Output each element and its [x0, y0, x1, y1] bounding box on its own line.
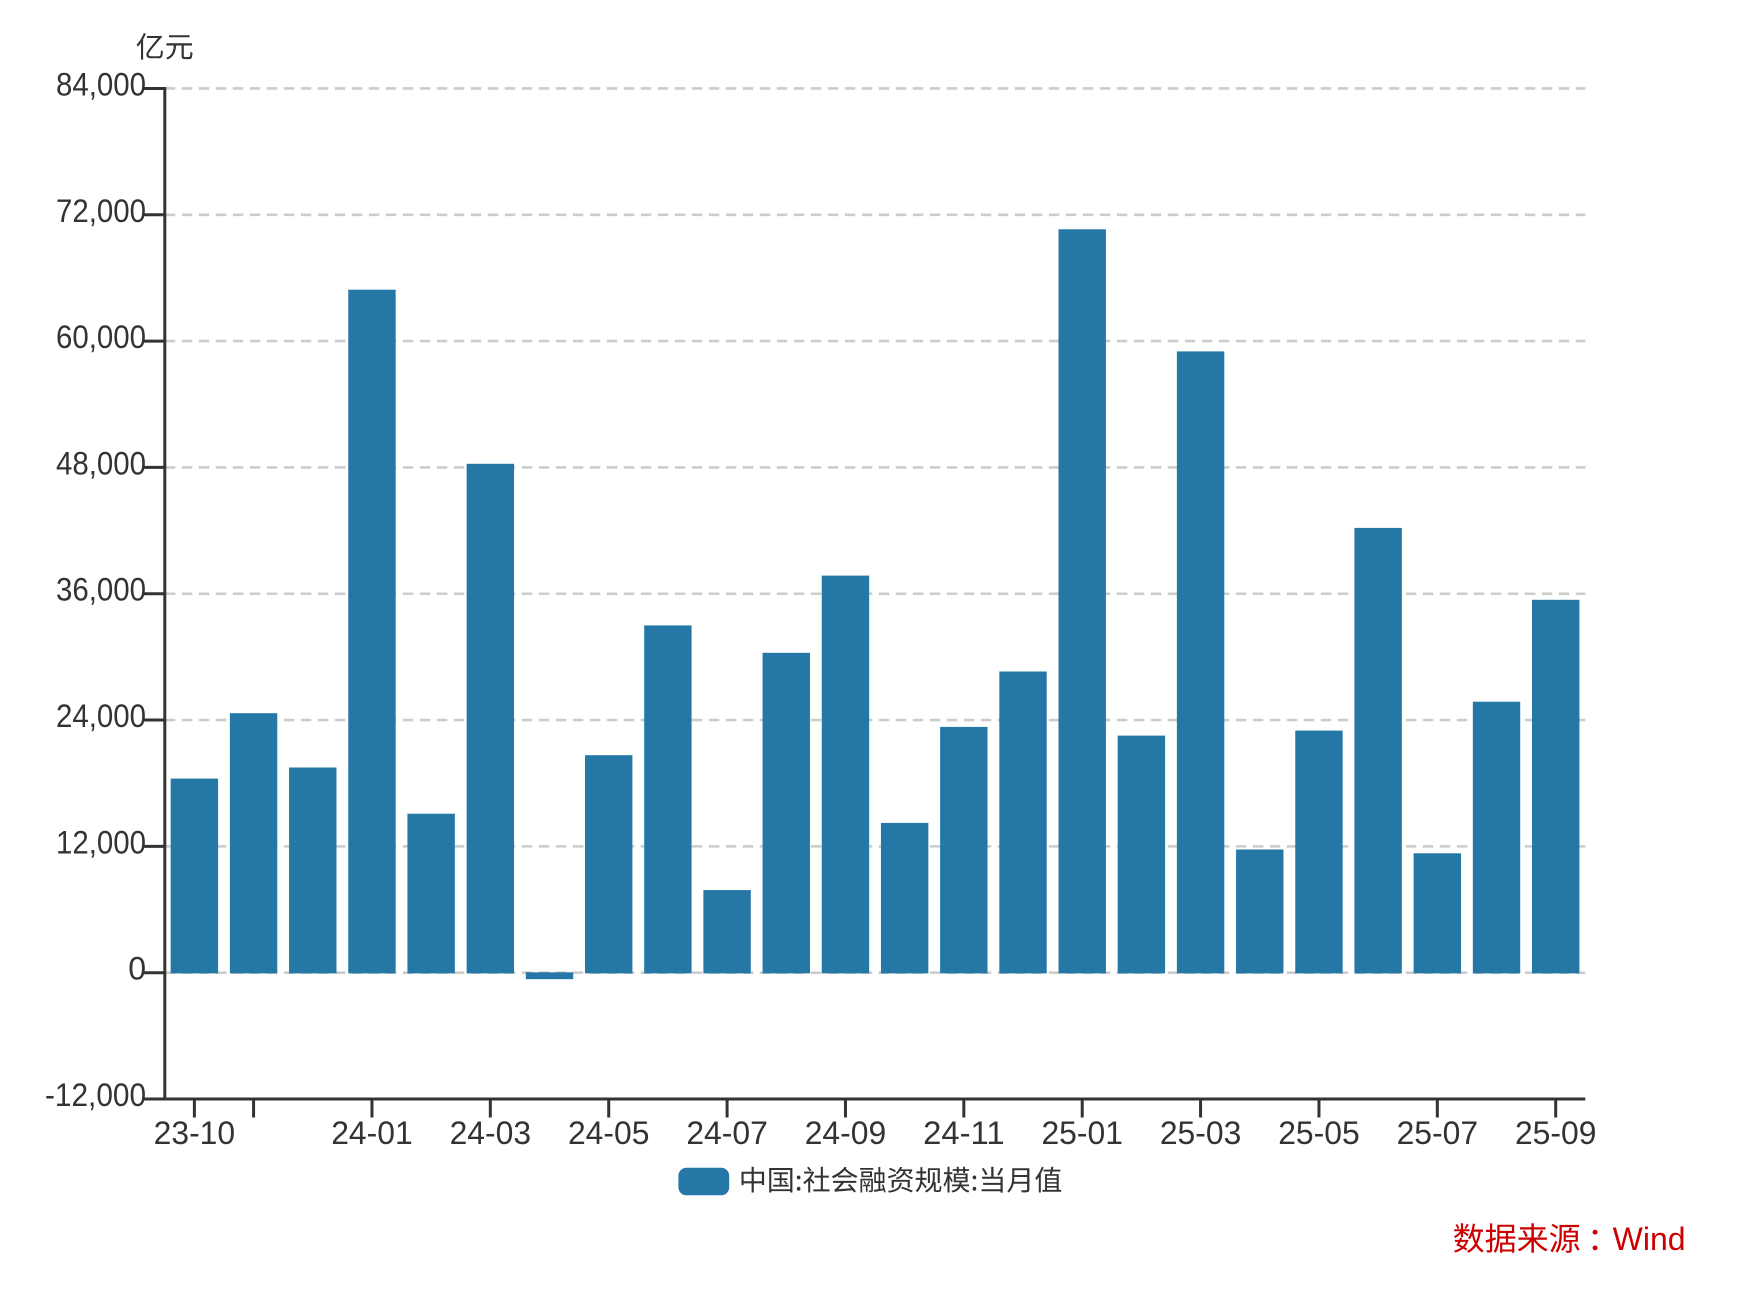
svg-text:24-05: 24-05 [568, 1115, 650, 1151]
svg-text:25-05: 25-05 [1278, 1115, 1360, 1151]
svg-text:24-07: 24-07 [686, 1115, 768, 1151]
svg-text:-12,000: -12,000 [45, 1077, 146, 1113]
svg-text:25-03: 25-03 [1160, 1115, 1242, 1151]
svg-text:23-10: 23-10 [154, 1115, 236, 1151]
svg-text:25-01: 25-01 [1041, 1115, 1123, 1151]
svg-text:36,000: 36,000 [56, 572, 146, 608]
svg-text:0: 0 [128, 951, 146, 987]
svg-text:60,000: 60,000 [56, 319, 146, 355]
svg-text:24-09: 24-09 [805, 1115, 887, 1151]
svg-text:12,000: 12,000 [56, 824, 146, 860]
svg-text:84,000: 84,000 [56, 66, 146, 102]
svg-text:24-03: 24-03 [450, 1115, 532, 1151]
svg-text:72,000: 72,000 [56, 193, 146, 229]
svg-text:25-07: 25-07 [1397, 1115, 1479, 1151]
svg-text:24,000: 24,000 [56, 698, 146, 734]
svg-text:25-09: 25-09 [1515, 1115, 1597, 1151]
svg-text:Wind: Wind [1613, 1221, 1686, 1257]
svg-text:24-11: 24-11 [923, 1115, 1005, 1151]
svg-text:48,000: 48,000 [56, 445, 146, 481]
svg-text:24-01: 24-01 [331, 1115, 413, 1151]
